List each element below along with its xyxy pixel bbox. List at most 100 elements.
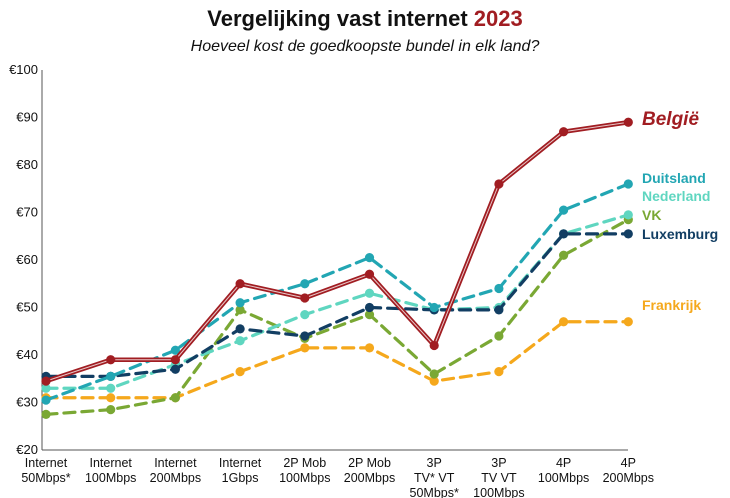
- y-tick-label: €40: [16, 347, 38, 362]
- data-point: [429, 369, 439, 379]
- x-tick-label: Internet 1Gbps: [219, 456, 262, 485]
- data-point: [170, 364, 180, 374]
- x-tick-line: 2P Mob: [283, 456, 326, 470]
- x-tick-line: 2P Mob: [348, 456, 391, 470]
- data-point: [429, 302, 439, 313]
- data-point: [429, 376, 439, 386]
- x-tick-label: 2P Mob 200Mbps: [344, 456, 395, 485]
- y-tick-label: €70: [16, 205, 38, 220]
- data-point: [559, 250, 569, 260]
- data-point: [300, 310, 310, 320]
- data-point: [494, 179, 504, 189]
- data-point: [364, 302, 375, 313]
- data-point: [623, 317, 633, 327]
- series-VK: [41, 215, 633, 419]
- data-point: [300, 343, 310, 353]
- x-tick-label: Internet 100Mbps: [85, 456, 136, 485]
- data-point: [170, 355, 180, 365]
- x-tick-line: 50Mbps*: [410, 486, 459, 498]
- x-tick-line: 200Mbps: [344, 471, 395, 485]
- data-point: [429, 340, 439, 351]
- y-tick-label: €50: [16, 300, 38, 315]
- data-point: [170, 345, 180, 355]
- x-tick-label: 3P TV VT 100Mbps: [473, 456, 524, 498]
- series-België: [41, 117, 633, 386]
- chart-title-text: Vergelijking vast internet: [207, 6, 474, 31]
- series-label: België: [642, 109, 699, 130]
- x-tick-line: 50Mbps*: [21, 471, 70, 485]
- data-point: [623, 179, 633, 189]
- series-line: [45, 120, 629, 384]
- y-tick-label: €30: [16, 395, 38, 410]
- data-point: [559, 127, 569, 137]
- series-line: [44, 232, 630, 378]
- data-point: [623, 229, 633, 239]
- x-tick-line: Internet: [219, 456, 262, 470]
- x-tick-line: 100Mbps: [279, 471, 330, 485]
- x-tick-label: 4P 100Mbps: [538, 456, 589, 485]
- x-tick-line: TV* VT: [414, 471, 455, 485]
- data-point: [364, 269, 375, 279]
- series-label: Luxemburg: [642, 226, 718, 242]
- series-line: [44, 218, 630, 416]
- y-tick-label: €80: [16, 157, 38, 172]
- data-point: [559, 317, 569, 327]
- data-point: [623, 210, 633, 220]
- data-point: [300, 279, 310, 289]
- series-label: Duitsland: [642, 170, 706, 186]
- x-tick-line: 4P: [621, 456, 636, 470]
- series-labels: Frankrijk VK Nederland Luxemburg Duitsland Be…: [642, 109, 718, 313]
- data-point: [235, 324, 245, 334]
- data-point: [364, 253, 375, 263]
- x-tick-line: 1Gbps: [222, 471, 259, 485]
- series-Nederland: [41, 210, 633, 393]
- data-point: [106, 371, 116, 381]
- x-tick-line: 100Mbps: [473, 486, 524, 498]
- data-point: [364, 288, 375, 298]
- x-tick-line: 200Mbps: [150, 471, 201, 485]
- data-point: [41, 383, 51, 393]
- x-tick-label: 2P Mob 100Mbps: [279, 456, 330, 485]
- x-tick-label: 3P TV* VT 50Mbps*: [410, 456, 459, 498]
- series-line: [44, 320, 630, 400]
- data-point: [494, 331, 504, 341]
- series-label: VK: [642, 207, 661, 223]
- data-point: [235, 367, 245, 377]
- data-point: [41, 395, 51, 405]
- y-tick-label: €100: [9, 62, 38, 77]
- x-tick-label: Internet 50Mbps*: [21, 456, 70, 485]
- x-tick-line: TV VT: [481, 471, 517, 485]
- x-tick-line: 3P: [427, 456, 442, 470]
- y-tick-label: €90: [16, 110, 38, 125]
- data-point: [494, 305, 504, 315]
- data-point: [559, 229, 569, 239]
- series-label: Frankrijk: [642, 297, 701, 313]
- data-point: [235, 305, 245, 315]
- data-point: [494, 283, 504, 294]
- y-tick-label: €20: [16, 442, 38, 457]
- x-tick-line: 4P: [556, 456, 571, 470]
- data-point: [364, 310, 375, 320]
- data-point: [235, 279, 245, 289]
- data-point: [494, 367, 504, 377]
- x-tick-line: 3P: [491, 456, 506, 470]
- series-Frankrijk: [41, 317, 633, 403]
- data-point: [364, 343, 375, 353]
- data-point: [235, 336, 245, 346]
- x-tick-line: 100Mbps: [538, 471, 589, 485]
- data-point: [106, 405, 116, 415]
- data-point: [300, 293, 310, 303]
- data-point: [623, 117, 633, 127]
- chart-title: Vergelijking vast internet 2023: [207, 6, 523, 31]
- data-point: [106, 393, 116, 403]
- x-tick-line: Internet: [90, 456, 133, 470]
- data-point: [106, 355, 116, 365]
- x-tick-label: 4P 200Mbps: [603, 456, 654, 485]
- data-point: [235, 298, 245, 308]
- series-Duitsland: [41, 179, 633, 405]
- x-tick-label: Internet 200Mbps: [150, 456, 201, 485]
- x-tick-line: 200Mbps: [603, 471, 654, 485]
- data-point: [300, 331, 310, 341]
